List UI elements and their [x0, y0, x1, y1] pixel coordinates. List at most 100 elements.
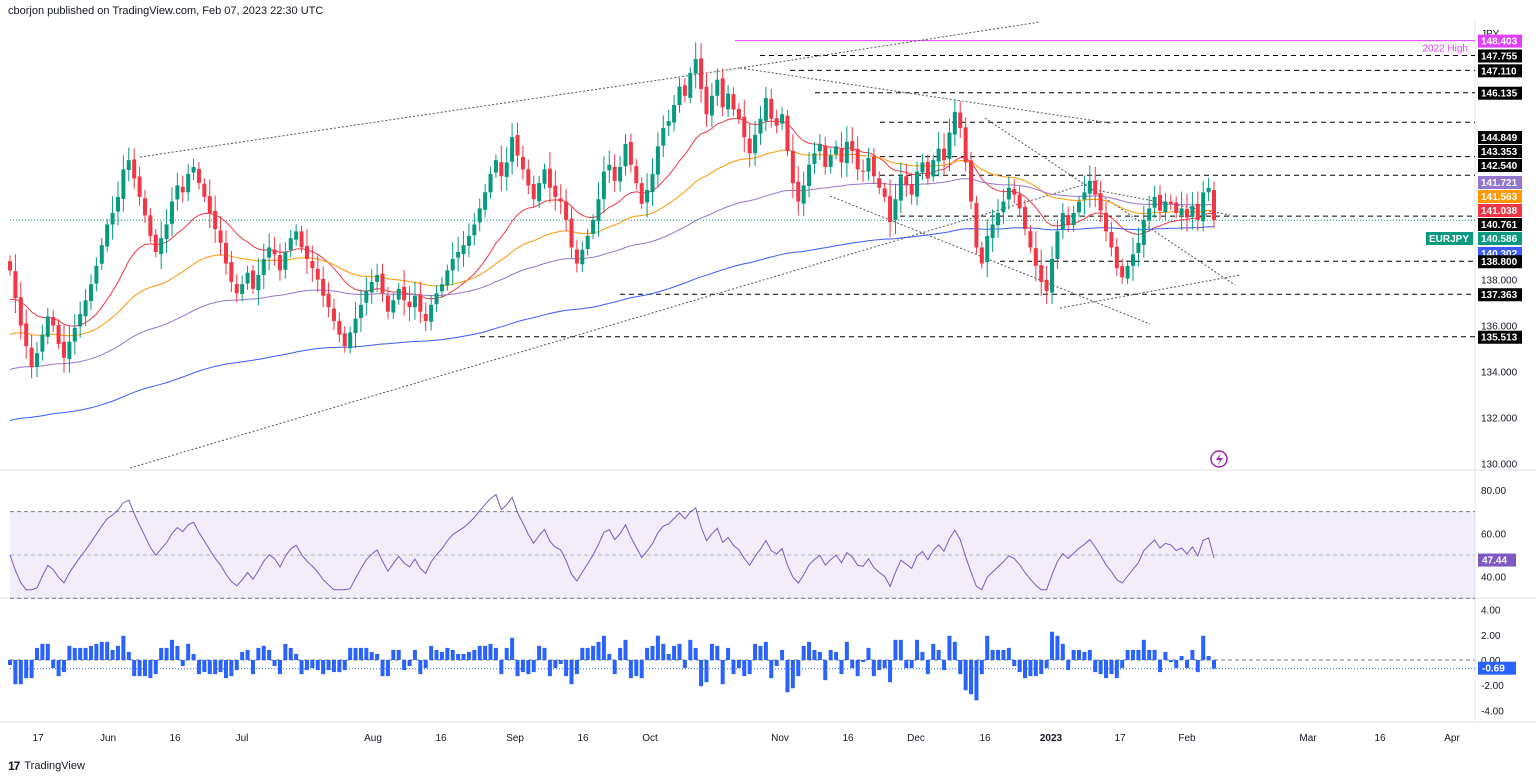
momentum-bar [645, 647, 650, 660]
tradingview-logo-icon: 17 [8, 759, 20, 773]
momentum-bar [834, 651, 839, 660]
momentum-bar [369, 651, 374, 660]
candle-body [67, 341, 72, 360]
date-tick: Sep [506, 733, 524, 744]
date-tick: 17 [1114, 733, 1126, 744]
brand[interactable]: 17 TradingView [8, 759, 85, 773]
momentum-bar [871, 660, 876, 677]
candle-body [1071, 212, 1076, 226]
candle-body [731, 94, 736, 110]
price-label: 135.513 [1481, 333, 1518, 344]
price-label: 142.540 [1481, 161, 1518, 172]
flag-line [1094, 189, 1231, 216]
momentum-bar [1125, 649, 1130, 660]
candle-body [801, 185, 806, 204]
candle-body [974, 202, 979, 248]
candle-body [623, 144, 628, 167]
momentum-bar [186, 643, 191, 660]
candle-body [628, 141, 633, 165]
momentum-bar [353, 647, 358, 660]
candle-body [1185, 209, 1190, 218]
candle-body [1006, 187, 1011, 200]
candle-body [1158, 194, 1163, 211]
candle-body [477, 208, 482, 223]
candle-body [920, 162, 925, 173]
price-label-bg [1478, 145, 1522, 158]
rsi-value: 47.44 [1482, 556, 1507, 567]
momentum-bar [105, 641, 110, 660]
triangle-lower-line [1059, 274, 1241, 309]
momentum-bar [40, 643, 45, 660]
momentum-bar [596, 641, 601, 660]
momentum-bar [1185, 660, 1190, 669]
momentum-bar [979, 660, 984, 675]
ema200-line [9, 226, 1214, 421]
candle-body [304, 246, 309, 259]
brand-name: TradingView [24, 760, 85, 772]
momentum-bar [693, 647, 698, 660]
momentum-bar [866, 647, 871, 660]
alert-icon[interactable] [1210, 450, 1228, 468]
candle-body [153, 234, 158, 253]
candle-body [61, 341, 66, 358]
candle-body [596, 199, 601, 222]
momentum-bar [909, 660, 914, 669]
ema20-line [9, 118, 1215, 327]
candle-body [677, 86, 682, 106]
candle-body [1206, 187, 1211, 193]
ema100-line [9, 178, 1215, 370]
momentum-bar [898, 639, 903, 660]
candle-body [850, 141, 855, 151]
momentum-bar [169, 639, 174, 660]
candle-body [585, 235, 590, 250]
candle-body [969, 160, 974, 202]
momentum-bar [520, 660, 525, 673]
momentum-bar [531, 660, 536, 673]
candle-body [645, 190, 650, 203]
candle-body [499, 162, 504, 177]
candle-body [423, 313, 428, 321]
candle-body [223, 242, 228, 264]
price-label: 140.761 [1481, 220, 1518, 231]
momentum-bar [882, 660, 887, 669]
momentum-bar [1201, 635, 1206, 660]
momentum-bar [299, 660, 304, 675]
momentum-bar [677, 643, 682, 660]
momentum-bar [672, 645, 677, 660]
price-tick: 132.000 [1481, 413, 1518, 424]
candle-body [839, 148, 844, 163]
momentum-bar [1082, 651, 1087, 660]
momentum-bar [1050, 631, 1055, 660]
candle-body [715, 79, 720, 96]
candle-body [537, 183, 542, 202]
momentum-bar [585, 647, 590, 660]
date-tick: Feb [1178, 733, 1196, 744]
momentum-bar [196, 660, 201, 675]
momentum-bar [1190, 649, 1195, 660]
momentum-bar [153, 660, 158, 675]
price-label-bg [1478, 49, 1522, 63]
candle-body [331, 308, 336, 321]
candle-body [996, 212, 1001, 226]
momentum-bar [861, 660, 866, 663]
candle-body [904, 176, 909, 186]
symbol-tag-label: EURJPY [1429, 234, 1469, 245]
candle-body [196, 169, 201, 184]
momentum-bar [1152, 649, 1157, 660]
candle-body [888, 196, 893, 223]
momentum-bar [812, 649, 817, 660]
momentum-bar [310, 660, 315, 669]
momentum-bar [558, 660, 563, 665]
momentum-bar [952, 641, 957, 660]
momentum-bar [785, 660, 790, 693]
momentum-bar [963, 660, 968, 691]
candle-body [380, 273, 385, 294]
date-tick: 16 [979, 733, 991, 744]
candle-body [817, 144, 822, 152]
trendlines [129, 21, 1241, 469]
momentum-bar [72, 647, 77, 660]
candle-body [542, 169, 547, 184]
momentum-bar [915, 639, 920, 660]
momentum-bar [526, 660, 531, 675]
